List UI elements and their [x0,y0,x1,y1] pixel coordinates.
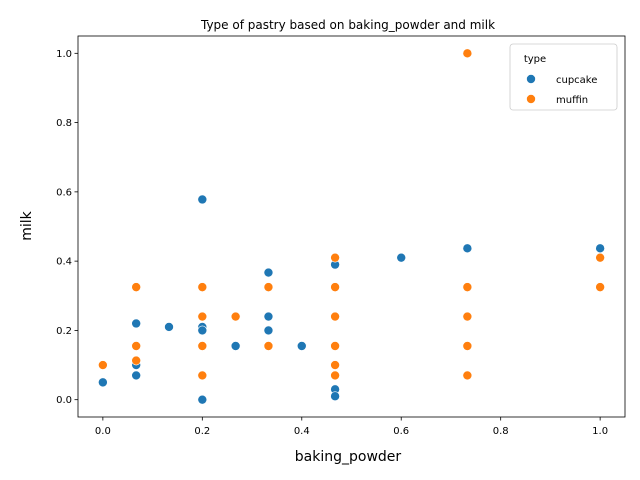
point-muffin [197,370,208,381]
legend-marker-cupcake [526,74,536,84]
legend-frame [509,43,618,111]
legend-title: type [524,54,546,65]
point-cupcake [330,391,340,402]
plot-frame [77,35,626,418]
point-cupcake [197,194,208,205]
point-muffin [462,341,473,351]
point-muffin [230,311,241,322]
point-muffin [462,370,473,381]
point-muffin [263,341,274,351]
point-cupcake [131,370,141,381]
point-muffin [330,311,340,322]
legend-marker-muffin [526,94,536,104]
x-axis-label: baking_powder [295,449,402,465]
point-muffin [462,282,473,292]
point-cupcake [197,325,208,336]
point-muffin [197,282,208,292]
point-cupcake [396,252,407,263]
x-tick-label: 1.0 [592,426,608,437]
point-cupcake [230,341,241,351]
point-muffin [330,341,340,351]
point-cupcake [263,311,274,322]
point-muffin [131,282,141,292]
x-tick-label: 0.2 [194,426,210,437]
point-muffin [131,355,141,366]
point-muffin [462,48,473,59]
legend-label-muffin: muffin [556,95,588,106]
y-tick-label: 0.2 [56,326,72,337]
point-muffin [595,252,605,263]
point-muffin [330,282,340,292]
point-muffin [263,282,274,292]
point-muffin [131,341,141,351]
legend-label-cupcake: cupcake [556,75,597,86]
point-cupcake [595,243,605,254]
x-tick-label: 0.8 [493,426,509,437]
y-tick-label: 1.0 [56,49,72,60]
point-muffin [330,252,340,263]
x-tick-label: 0.0 [95,426,111,437]
point-muffin [330,360,340,370]
chart-title: Type of pastry based on baking_powder an… [200,18,495,32]
x-tick-label: 0.6 [393,426,409,437]
point-cupcake [197,394,208,405]
x-tick-label: 0.4 [294,426,310,437]
legend: type cupcake muffin [509,43,618,111]
point-muffin [462,311,473,322]
point-cupcake [131,318,141,329]
point-cupcake [98,377,108,388]
point-cupcake [462,243,473,254]
y-tick-label: 0.0 [56,395,72,406]
point-muffin [330,370,340,381]
point-cupcake [263,267,274,278]
y-axis-label: milk [19,210,35,240]
point-muffin [197,341,208,351]
point-cupcake [263,325,274,336]
y-tick-label: 0.4 [56,257,72,268]
point-muffin [98,360,108,370]
y-tick-label: 0.8 [56,118,72,129]
point-muffin [595,282,605,292]
point-cupcake [164,322,174,332]
y-tick-label: 0.6 [56,187,72,198]
point-muffin [197,311,208,322]
point-cupcake [296,341,307,351]
